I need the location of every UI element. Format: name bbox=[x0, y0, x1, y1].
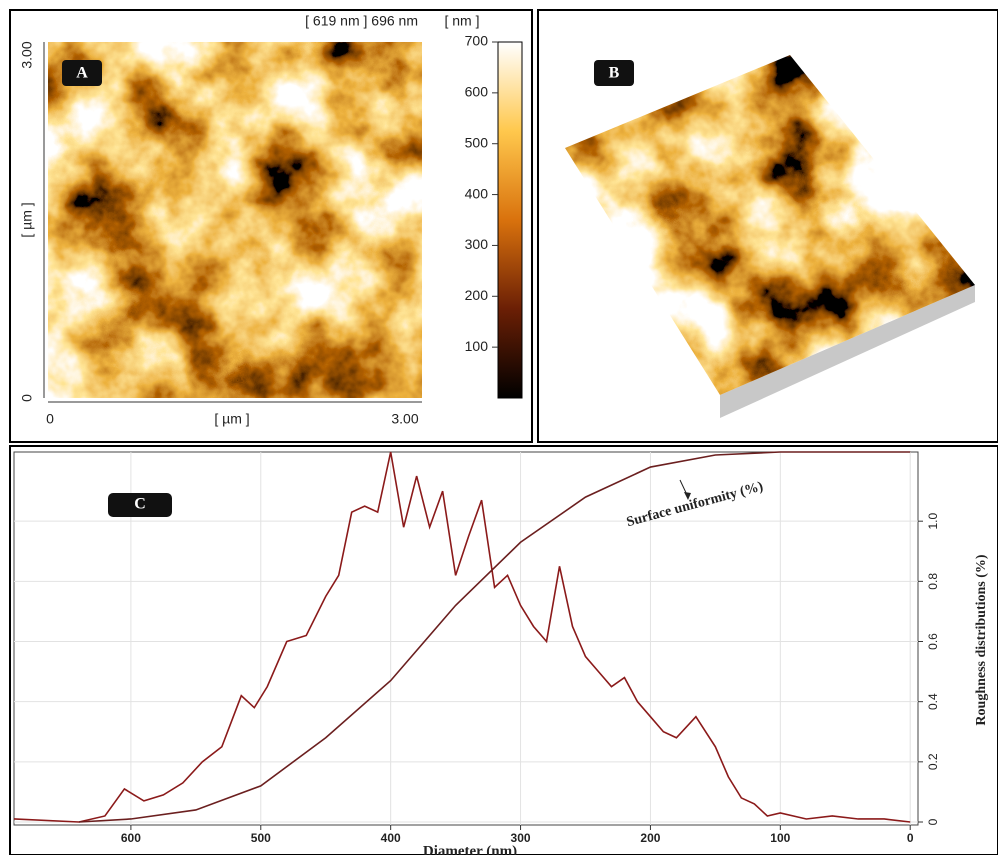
colorbar bbox=[498, 42, 522, 398]
x-tick-label: 400 bbox=[381, 831, 401, 845]
x-axis-title: Diameter (nm) bbox=[423, 843, 517, 855]
colorbar-tick-label: 100 bbox=[465, 338, 489, 354]
y-tick-label: 1.0 bbox=[926, 513, 940, 530]
x-axis-label: 0 bbox=[46, 411, 54, 427]
panel-label: B bbox=[609, 65, 620, 82]
x-axis-label: 3.00 bbox=[391, 411, 418, 427]
y-axis-title: Roughness distributions (%) bbox=[974, 554, 989, 725]
colorbar-tick-label: 700 bbox=[465, 33, 489, 49]
x-tick-label: 600 bbox=[121, 831, 141, 845]
x-tick-label: 200 bbox=[640, 831, 660, 845]
colorbar-tick-label: 400 bbox=[465, 185, 489, 201]
y-tick-label: 0 bbox=[926, 818, 940, 825]
panel-label: C bbox=[134, 496, 146, 513]
y-axis-label: 3.00 bbox=[19, 41, 35, 68]
panel-label: A bbox=[76, 65, 88, 82]
x-axis-label: [ µm ] bbox=[214, 411, 249, 427]
colorbar-tick-label: 600 bbox=[465, 84, 489, 100]
y-tick-label: 0.2 bbox=[926, 753, 940, 770]
y-axis-label: [ µm ] bbox=[19, 202, 35, 237]
colorbar-tick-label: 200 bbox=[465, 287, 489, 303]
figure: A [ 619 nm ] 696 nm [ nm ] 3.00 [ µm ] 0… bbox=[0, 0, 998, 855]
colorbar-tick-label: 500 bbox=[465, 134, 489, 150]
afm-image bbox=[48, 42, 422, 398]
x-tick-label: 500 bbox=[251, 831, 271, 845]
colorbar-tick-label: 300 bbox=[465, 236, 489, 252]
image-header: [ 619 nm ] 696 nm bbox=[305, 13, 418, 29]
afm-3d-surface bbox=[560, 50, 980, 400]
colorbar-ticks: 100 200 300 400 500 600 700 bbox=[465, 33, 498, 354]
x-tick-label: 100 bbox=[770, 831, 790, 845]
x-tick-label: 0 bbox=[907, 831, 914, 845]
y-tick-label: 0.8 bbox=[926, 573, 940, 590]
colorbar-unit: [ nm ] bbox=[444, 13, 479, 29]
y-axis-label: 0 bbox=[19, 394, 35, 402]
y-tick-label: 0.4 bbox=[926, 693, 940, 710]
y-tick-label: 0.6 bbox=[926, 633, 940, 650]
